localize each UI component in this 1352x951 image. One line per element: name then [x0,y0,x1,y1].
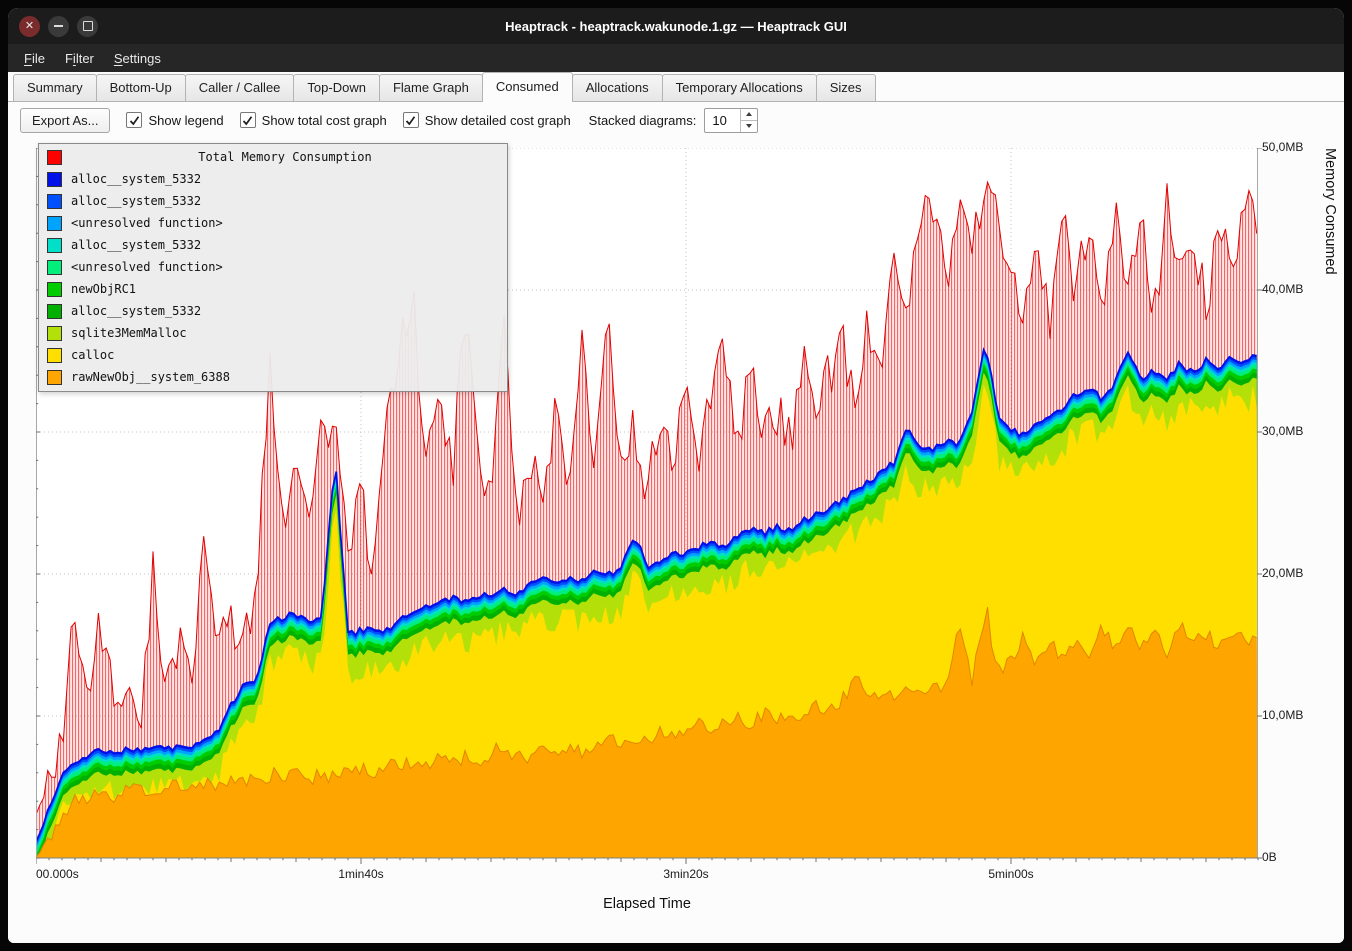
legend-title: Total Memory Consumption [71,150,499,164]
legend-swatch [47,282,62,297]
checkbox-box [126,112,142,128]
legend-swatch [47,216,62,231]
legend-item: alloc__system_5332 [39,300,507,322]
tab-temporary-allocations[interactable]: Temporary Allocations [662,74,817,101]
checkbox-box [403,112,419,128]
legend-label: alloc__system_5332 [71,172,201,186]
spin-up-button[interactable] [741,109,757,120]
legend-swatch [47,370,62,385]
legend-title-row: Total Memory Consumption [39,146,507,168]
legend-item: alloc__system_5332 [39,168,507,190]
x-axis-title: Elapsed Time [603,896,691,912]
maximize-icon [83,21,93,31]
legend-label: calloc [71,348,114,362]
legend-label: newObjRC1 [71,282,136,296]
spinbox-buttons [740,109,757,132]
chart-legend: Total Memory Consumption alloc__system_53… [38,143,508,392]
menubar: FileFilterSettings [8,44,1344,72]
chart-area: Total Memory Consumption alloc__system_53… [8,138,1344,943]
legend-label: <unresolved function> [71,216,223,230]
tab-flame-graph[interactable]: Flame Graph [379,74,483,101]
checkbox-label: Show legend [148,113,223,128]
legend-item: <unresolved function> [39,256,507,278]
arrow-up-icon [746,112,752,116]
legend-swatch [47,172,62,187]
legend-label: alloc__system_5332 [71,304,201,318]
legend-swatch [47,194,62,209]
tab-bottom-up[interactable]: Bottom-Up [96,74,186,101]
tab-allocations[interactable]: Allocations [572,74,663,101]
show-detailed-cost-graph-checkbox[interactable]: Show detailed cost graph [403,112,571,128]
x-tick-label: 3min20s [663,867,708,881]
app-window: ✕ Heaptrack - heaptrack.wakunode.1.gz — … [8,8,1344,943]
legend-label: alloc__system_5332 [71,194,201,208]
y-tick-label: 0B [1262,850,1277,864]
legend-item: alloc__system_5332 [39,234,507,256]
window-title: Heaptrack - heaptrack.wakunode.1.gz — He… [8,19,1344,34]
arrow-down-icon [746,124,752,128]
tab-top-down[interactable]: Top-Down [293,74,380,101]
stacked-diagrams-label: Stacked diagrams: [589,113,697,128]
legend-item: calloc [39,344,507,366]
legend-item: rawNewObj__system_6388 [39,366,507,388]
y-tick-label: 30,0MB [1262,424,1303,438]
menu-filter[interactable]: Filter [55,47,104,70]
desktop: { "window": { "title": "Heaptrack - heap… [0,0,1352,951]
export-as-button[interactable]: Export As... [20,108,110,133]
tab-consumed[interactable]: Consumed [482,72,573,102]
check-icon [242,115,253,126]
legend-swatch [47,150,62,165]
stacked-diagrams-spinbox[interactable]: 10 [704,108,758,133]
minimize-icon [54,25,63,27]
tab-bar: SummaryBottom-UpCaller / CalleeTop-DownF… [8,72,1344,102]
maximize-button[interactable] [77,16,98,37]
check-icon [405,115,416,126]
toolbar: Export As... Show legend Show total cost … [8,102,1344,138]
legend-label: alloc__system_5332 [71,238,201,252]
menu-file[interactable]: File [14,47,55,70]
checkbox-group: Show legend Show total cost graph Show det… [126,112,570,128]
legend-label: <unresolved function> [71,260,223,274]
legend-item: newObjRC1 [39,278,507,300]
checkbox-box [240,112,256,128]
y-axis-title: Memory Consumed [1322,148,1338,858]
tab-sizes[interactable]: Sizes [816,74,876,101]
spin-down-button[interactable] [741,120,757,132]
legend-swatch [47,238,62,253]
legend-item: alloc__system_5332 [39,190,507,212]
x-tick-label: 5min00s [988,867,1033,881]
show-legend-checkbox[interactable]: Show legend [126,112,223,128]
show-total-cost-graph-checkbox[interactable]: Show total cost graph [240,112,387,128]
legend-swatch [47,326,62,341]
close-icon: ✕ [25,21,34,32]
spinbox-value: 10 [705,109,740,132]
titlebar-buttons: ✕ [19,16,98,37]
legend-item: sqlite3MemMalloc [39,322,507,344]
legend-swatch [47,260,62,275]
legend-label: rawNewObj__system_6388 [71,370,230,384]
tab-summary[interactable]: Summary [13,74,97,101]
y-tick-label: 50,0MB [1262,140,1303,154]
menu-settings[interactable]: Settings [104,47,171,70]
y-tick-label: 40,0MB [1262,282,1303,296]
legend-label: sqlite3MemMalloc [71,326,187,340]
tab-caller-callee[interactable]: Caller / Callee [185,74,295,101]
checkbox-label: Show detailed cost graph [425,113,571,128]
legend-swatch [47,304,62,319]
checkbox-label: Show total cost graph [262,113,387,128]
check-icon [129,115,140,126]
close-button[interactable]: ✕ [19,16,40,37]
legend-swatch [47,348,62,363]
y-tick-label: 10,0MB [1262,708,1303,722]
legend-item: <unresolved function> [39,212,507,234]
minimize-button[interactable] [48,16,69,37]
y-tick-label: 20,0MB [1262,566,1303,580]
titlebar: ✕ Heaptrack - heaptrack.wakunode.1.gz — … [8,8,1344,44]
x-tick-label: 00.000s [36,867,79,881]
x-tick-label: 1min40s [338,867,383,881]
